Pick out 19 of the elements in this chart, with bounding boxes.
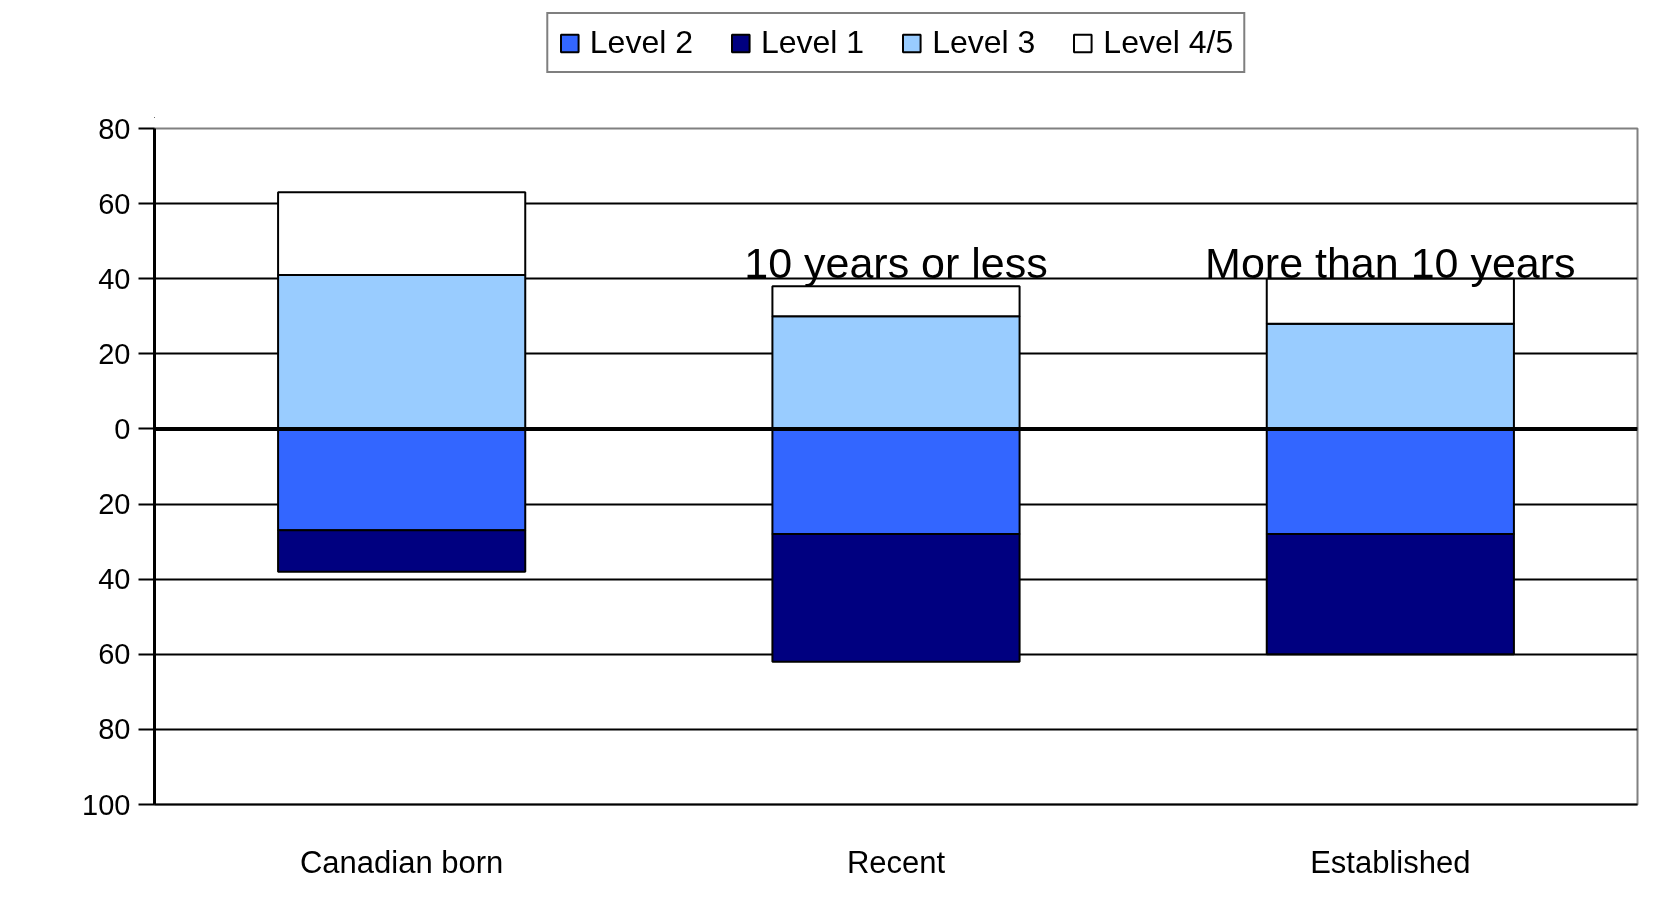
y-tick-label: 80 [98,112,131,145]
x-tick-label: Established [1310,844,1471,880]
y-tick-label: 0 [114,412,131,445]
y-tick-label: 20 [98,337,131,370]
y-tick-label: 40 [98,262,131,295]
y-tick-label: 100 [82,788,131,821]
legend-label: Level 4/5 [1103,24,1234,61]
x-tick-label: Canadian born [299,844,504,880]
annotation: 10 years or less [744,238,1048,287]
y-tick-label: 60 [98,638,131,671]
y-tick-label: 20 [98,488,131,521]
legend-label: Level 3 [932,24,1036,61]
legend-label: Level 1 [760,24,865,61]
x-tick-label: Recent [846,844,946,880]
y-tick-label: 40 [98,563,131,596]
y-tick-label: 80 [98,713,131,746]
annotation: More than 10 years [1205,238,1576,287]
y-tick-label: 60 [98,187,131,220]
legend-label: Level 2 [589,24,693,61]
